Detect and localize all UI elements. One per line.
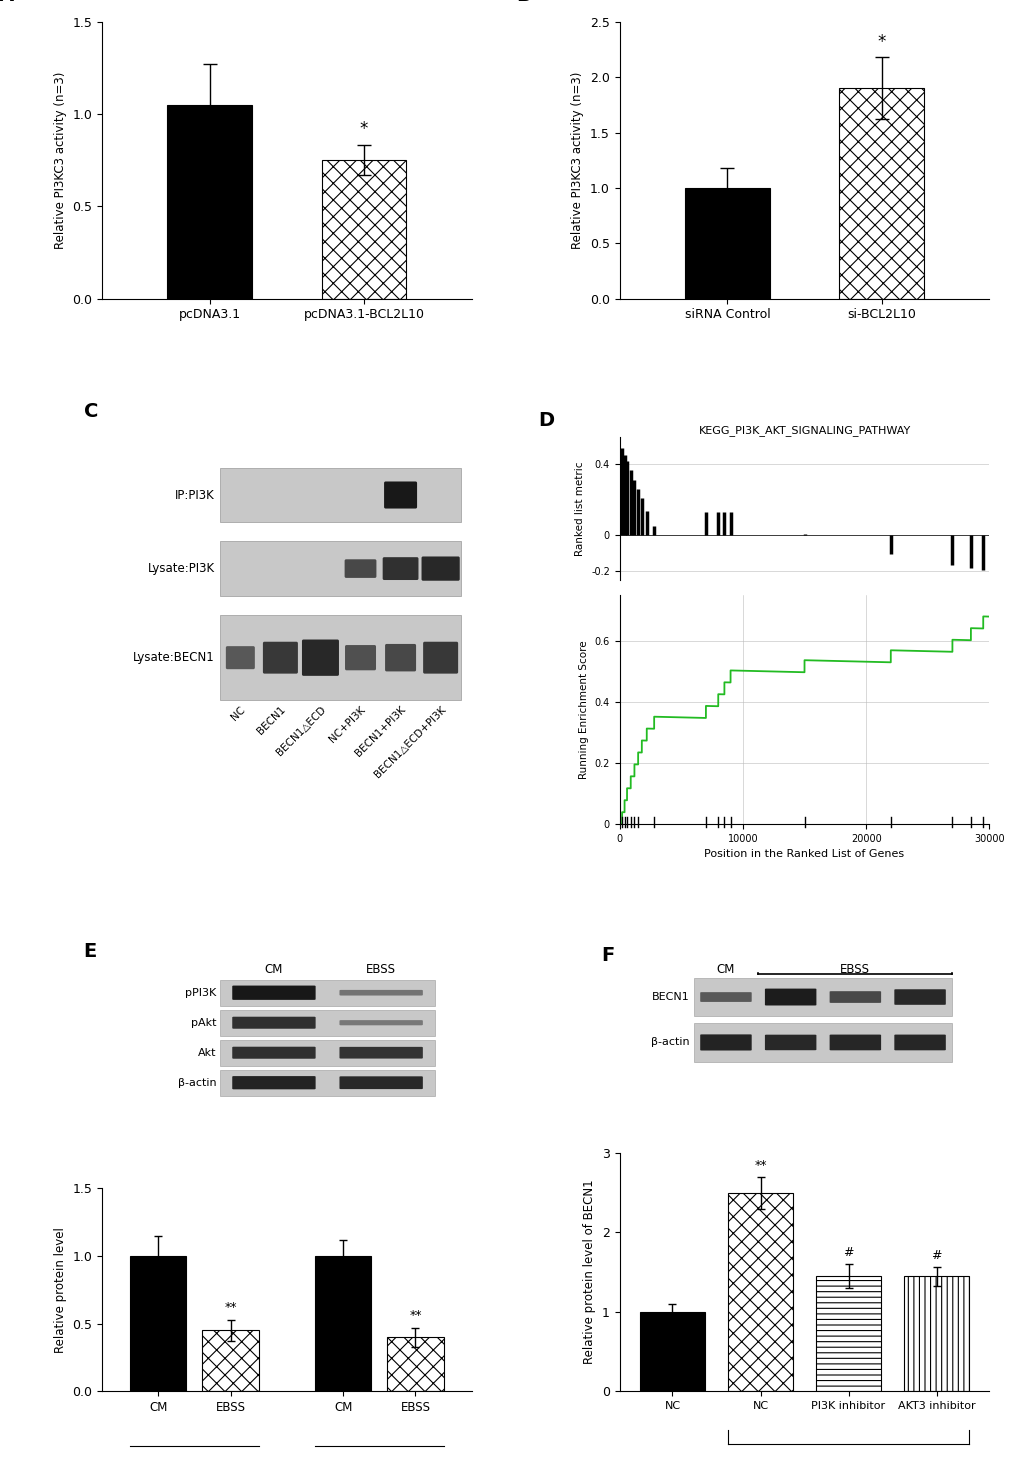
- Bar: [220, 468, 461, 522]
- FancyBboxPatch shape: [232, 1017, 315, 1029]
- FancyBboxPatch shape: [344, 559, 376, 578]
- Bar: [685, 188, 769, 299]
- Text: *: *: [876, 32, 884, 51]
- FancyBboxPatch shape: [699, 992, 751, 1002]
- FancyBboxPatch shape: [344, 645, 376, 670]
- Text: EBSS: EBSS: [366, 963, 395, 976]
- Bar: [220, 1040, 434, 1067]
- Title: KEGG_PI3K_AKT_SIGNALING_PATHWAY: KEGG_PI3K_AKT_SIGNALING_PATHWAY: [698, 425, 910, 436]
- FancyBboxPatch shape: [764, 989, 815, 1005]
- Y-axis label: Relative protein level of BECN1: Relative protein level of BECN1: [583, 1180, 596, 1365]
- Text: BECN1△ECD: BECN1△ECD: [274, 704, 327, 758]
- FancyBboxPatch shape: [232, 1046, 315, 1059]
- Text: NC: NC: [229, 704, 248, 721]
- Bar: [203, 1330, 259, 1391]
- Text: BECN1+PI3K: BECN1+PI3K: [354, 704, 408, 758]
- FancyBboxPatch shape: [828, 1034, 880, 1050]
- FancyBboxPatch shape: [232, 1077, 315, 1090]
- Text: **: **: [409, 1310, 421, 1323]
- FancyBboxPatch shape: [302, 640, 338, 676]
- Text: E: E: [84, 943, 97, 962]
- Text: Lysate:PI3K: Lysate:PI3K: [148, 562, 215, 576]
- Bar: [220, 1010, 434, 1036]
- FancyBboxPatch shape: [385, 644, 416, 672]
- Bar: [220, 979, 434, 1005]
- Bar: [315, 1256, 371, 1391]
- Text: F: F: [600, 946, 613, 965]
- Bar: [220, 615, 461, 701]
- Text: pPI3K: pPI3K: [185, 988, 216, 998]
- Bar: [220, 542, 461, 596]
- FancyBboxPatch shape: [421, 557, 460, 581]
- Text: Akt: Akt: [198, 1048, 216, 1058]
- FancyBboxPatch shape: [894, 989, 945, 1005]
- Text: CM: CM: [265, 963, 283, 976]
- FancyBboxPatch shape: [339, 1048, 423, 1059]
- Text: β-actin: β-actin: [178, 1078, 216, 1088]
- Text: BECN1: BECN1: [651, 992, 689, 1002]
- Bar: [130, 1256, 186, 1391]
- X-axis label: Position in the Ranked List of Genes: Position in the Ranked List of Genes: [704, 849, 904, 860]
- Bar: [220, 1069, 434, 1096]
- FancyBboxPatch shape: [764, 1034, 815, 1050]
- Text: β-actin: β-actin: [651, 1037, 689, 1048]
- Y-axis label: Relative PI3KC3 activity (n=3): Relative PI3KC3 activity (n=3): [54, 71, 66, 249]
- Bar: [839, 89, 923, 299]
- Text: NC+PI3K: NC+PI3K: [327, 704, 367, 745]
- Bar: [321, 160, 406, 299]
- Bar: [167, 105, 252, 299]
- FancyBboxPatch shape: [382, 557, 418, 580]
- FancyBboxPatch shape: [339, 989, 423, 995]
- FancyBboxPatch shape: [384, 481, 417, 508]
- FancyBboxPatch shape: [339, 1020, 423, 1026]
- FancyBboxPatch shape: [225, 645, 255, 669]
- Y-axis label: Relative protein level: Relative protein level: [54, 1227, 66, 1352]
- Text: #: #: [930, 1249, 941, 1262]
- Bar: [904, 1276, 968, 1391]
- Text: BECN1△ECD+PI3K: BECN1△ECD+PI3K: [372, 704, 447, 779]
- Bar: [693, 1023, 952, 1062]
- FancyBboxPatch shape: [828, 991, 880, 1002]
- Bar: [387, 1338, 443, 1391]
- Text: *: *: [360, 119, 368, 138]
- Text: pAkt: pAkt: [191, 1018, 216, 1027]
- Text: EBSS: EBSS: [840, 963, 869, 976]
- Text: CM: CM: [716, 963, 735, 976]
- Bar: [693, 978, 952, 1017]
- FancyBboxPatch shape: [263, 641, 298, 673]
- Bar: [640, 1311, 704, 1391]
- FancyBboxPatch shape: [232, 985, 315, 1000]
- Text: A: A: [0, 0, 13, 6]
- Text: **: **: [224, 1301, 236, 1314]
- Y-axis label: Relative PI3KC3 activity (n=3): Relative PI3KC3 activity (n=3): [571, 71, 584, 249]
- Text: D: D: [538, 411, 554, 430]
- Bar: [815, 1276, 880, 1391]
- Text: #: #: [843, 1246, 853, 1259]
- FancyBboxPatch shape: [423, 641, 458, 673]
- FancyBboxPatch shape: [894, 1034, 945, 1050]
- FancyBboxPatch shape: [339, 1077, 423, 1088]
- Text: IP:PI3K: IP:PI3K: [175, 488, 215, 501]
- Text: B: B: [516, 0, 530, 6]
- Bar: [728, 1193, 792, 1391]
- FancyBboxPatch shape: [699, 1034, 751, 1050]
- Text: Lysate:BECN1: Lysate:BECN1: [132, 651, 215, 664]
- Text: BECN1: BECN1: [255, 704, 287, 736]
- Text: **: **: [753, 1158, 766, 1171]
- Text: C: C: [84, 402, 98, 421]
- Y-axis label: Running Enrichment Score: Running Enrichment Score: [579, 640, 588, 779]
- Y-axis label: Ranked list metric: Ranked list metric: [575, 462, 585, 555]
